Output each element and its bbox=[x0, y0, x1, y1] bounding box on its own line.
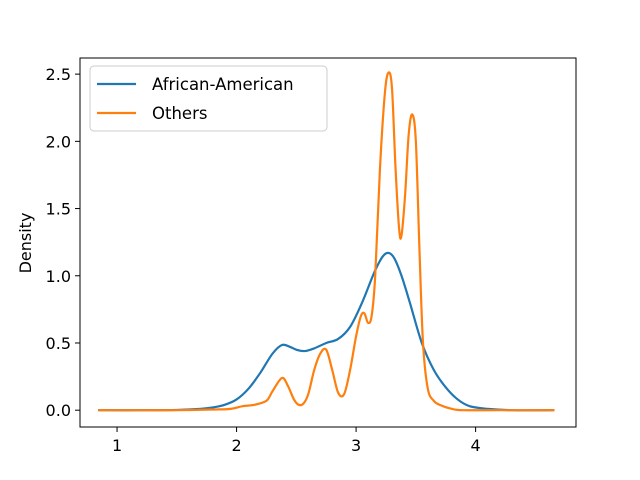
y-tick-label: 1.5 bbox=[46, 200, 71, 219]
y-axis-ticks: 0.0 0.5 1.0 1.5 2.0 2.5 bbox=[46, 65, 80, 420]
x-tick-label: 3 bbox=[351, 436, 361, 455]
x-tick-label: 4 bbox=[471, 436, 481, 455]
y-tick-label: 0.5 bbox=[46, 334, 71, 353]
legend: African-American Others bbox=[89, 65, 328, 132]
y-tick-label: 2.5 bbox=[46, 65, 71, 84]
plot-lines bbox=[98, 71, 555, 412]
y-tick-label: 0.0 bbox=[46, 401, 71, 420]
series-line-1 bbox=[98, 251, 555, 412]
legend-box bbox=[89, 65, 328, 132]
x-tick-label: 2 bbox=[231, 436, 241, 455]
series-line-2 bbox=[98, 71, 555, 412]
legend-label: African-American bbox=[152, 75, 294, 94]
x-tick-label: 1 bbox=[112, 436, 122, 455]
y-tick-label: 1.0 bbox=[46, 267, 71, 286]
y-tick-label: 2.0 bbox=[46, 132, 71, 151]
x-axis-ticks: 1 2 3 4 bbox=[112, 427, 481, 455]
plot-frame bbox=[79, 57, 577, 428]
legend-label: Others bbox=[152, 104, 207, 123]
y-axis-label: Density bbox=[16, 213, 35, 274]
